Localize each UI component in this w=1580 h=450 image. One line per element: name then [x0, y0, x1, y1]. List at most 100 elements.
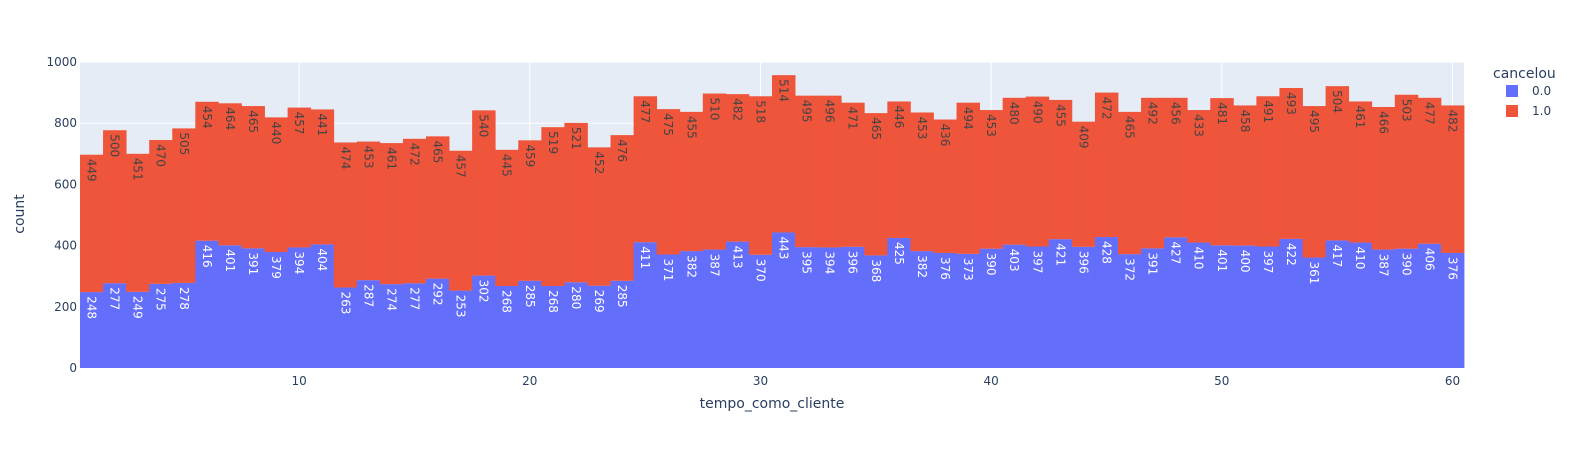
bar-label-1.0-56: 461 — [1353, 105, 1367, 128]
bar-label-1.0-6: 454 — [200, 106, 214, 129]
bar-label-1.0-15: 472 — [407, 143, 421, 166]
bar-0.0-45 — [1094, 237, 1119, 368]
bar-1.0-14 — [379, 143, 404, 285]
bar-1.0-37 — [910, 112, 934, 252]
bar-label-1.0-57: 466 — [1376, 111, 1390, 134]
bar-label-1.0-50: 481 — [1215, 102, 1229, 125]
bar-label-0.0-28: 387 — [707, 254, 721, 277]
bar-label-0.0-7: 401 — [223, 249, 237, 272]
bar-0.0-39 — [956, 253, 980, 368]
legend-entry-0.0[interactable]: 0.0 — [1532, 84, 1551, 98]
bar-label-0.0-8: 391 — [246, 252, 260, 275]
bar-1.0-45 — [1094, 92, 1119, 238]
bar-1.0-20 — [518, 140, 542, 281]
bar-label-0.0-49: 410 — [1192, 247, 1206, 270]
bar-1.0-41 — [1002, 97, 1027, 245]
bar-labels: 248 449 277 500 249 451 275 470 278 505 416 454 401 4… — [85, 79, 1460, 319]
bar-0.0-15 — [402, 283, 427, 368]
legend-swatch-1.0[interactable] — [1506, 105, 1518, 117]
bar-1.0-13 — [356, 141, 381, 281]
bar-label-1.0-21: 519 — [546, 131, 560, 154]
bar-label-1.0-54: 495 — [1307, 110, 1321, 133]
bar-label-0.0-45: 428 — [1099, 241, 1113, 264]
bar-1.0-47 — [1141, 97, 1165, 249]
bar-label-1.0-43: 455 — [1053, 104, 1067, 127]
bar-label-1.0-19: 445 — [500, 154, 514, 177]
bar-0.0-23 — [587, 285, 611, 368]
bar-0.0-17 — [449, 290, 473, 368]
bar-0.0-46 — [1118, 254, 1142, 368]
bar-label-1.0-34: 471 — [846, 107, 860, 130]
bar-1.0-25 — [633, 96, 658, 243]
bar-label-1.0-5: 505 — [177, 132, 191, 155]
bar-label-1.0-51: 458 — [1238, 109, 1252, 132]
bar-label-1.0-31: 514 — [777, 79, 791, 102]
bar-0.0-55 — [1325, 240, 1350, 368]
bar-label-1.0-42: 490 — [1030, 101, 1044, 124]
x-tick-label: 50 — [1214, 374, 1229, 388]
bar-label-0.0-50: 401 — [1215, 249, 1229, 272]
bar-0.0-34 — [841, 246, 865, 368]
bar-1.0-5 — [172, 128, 196, 283]
bar-1.0-53 — [1279, 88, 1303, 239]
bar-label-0.0-34: 396 — [846, 251, 860, 274]
bar-0.0-5 — [172, 282, 196, 368]
bar-1.0-27 — [679, 111, 704, 252]
bar-label-0.0-1: 248 — [85, 296, 99, 319]
bar-label-1.0-22: 521 — [569, 127, 583, 150]
bar-0.0-25 — [633, 242, 658, 368]
bar-label-1.0-30: 518 — [753, 100, 767, 123]
bar-label-0.0-14: 274 — [384, 288, 398, 311]
bar-0.0-1 — [80, 292, 104, 368]
bar-label-0.0-11: 404 — [315, 248, 329, 271]
bar-label-0.0-15: 277 — [407, 287, 421, 310]
bar-1.0-3 — [126, 153, 150, 292]
y-tick-label: 1000 — [46, 55, 77, 69]
bar-label-1.0-1: 449 — [85, 159, 99, 182]
bar-0.0-31 — [772, 232, 796, 368]
bar-0.0-43 — [1048, 239, 1073, 368]
bar-1.0-55 — [1325, 86, 1350, 241]
bar-label-0.0-48: 427 — [1169, 241, 1183, 264]
bar-label-0.0-57: 387 — [1376, 254, 1390, 277]
bar-1.0-54 — [1302, 106, 1326, 258]
bar-label-0.0-21: 268 — [546, 290, 560, 313]
x-tick-label: 40 — [983, 374, 998, 388]
bar-label-1.0-44: 409 — [1076, 126, 1090, 149]
bar-label-0.0-10: 394 — [292, 251, 306, 274]
bar-label-1.0-11: 441 — [315, 113, 329, 136]
bar-1.0-2 — [103, 130, 127, 284]
bar-label-0.0-17: 253 — [454, 295, 468, 318]
bar-1.0-34 — [841, 102, 865, 247]
bar-label-1.0-49: 433 — [1192, 114, 1206, 137]
bar-label-0.0-51: 400 — [1238, 250, 1252, 273]
bar-label-1.0-37: 453 — [915, 116, 929, 139]
legend-swatch-0.0[interactable] — [1506, 85, 1518, 97]
bar-1.0-22 — [564, 122, 588, 283]
bar-label-0.0-3: 249 — [131, 296, 145, 319]
bar-1.0-23 — [587, 147, 611, 286]
bar-label-1.0-59: 477 — [1422, 102, 1436, 125]
bar-0.0-8 — [241, 248, 265, 368]
bar-1.0-33 — [818, 95, 842, 248]
bar-1.0-6 — [195, 101, 219, 241]
y-tick-label: 0 — [69, 361, 77, 375]
bar-label-0.0-9: 379 — [269, 256, 283, 279]
bar-1.0-28 — [702, 93, 727, 250]
bar-label-1.0-53: 493 — [1284, 92, 1298, 115]
legend-entry-1.0[interactable]: 1.0 — [1532, 104, 1551, 118]
bar-label-1.0-40: 453 — [984, 114, 998, 137]
bar-0.0-56 — [1348, 242, 1373, 368]
bar-0.0-21 — [541, 285, 565, 368]
bar-0.0-14 — [379, 284, 404, 368]
legend[interactable]: cancelou 0.0 1.0 — [1493, 66, 1556, 118]
bar-label-1.0-16: 465 — [431, 140, 445, 163]
bar-0.0-6 — [195, 240, 219, 368]
bar-0.0-52 — [1256, 246, 1280, 368]
bar-label-0.0-59: 406 — [1422, 248, 1436, 271]
bar-label-1.0-45: 472 — [1099, 97, 1113, 120]
bar-1.0-39 — [956, 102, 980, 254]
bar-1.0-17 — [449, 150, 473, 291]
bar-1.0-18 — [472, 110, 496, 276]
